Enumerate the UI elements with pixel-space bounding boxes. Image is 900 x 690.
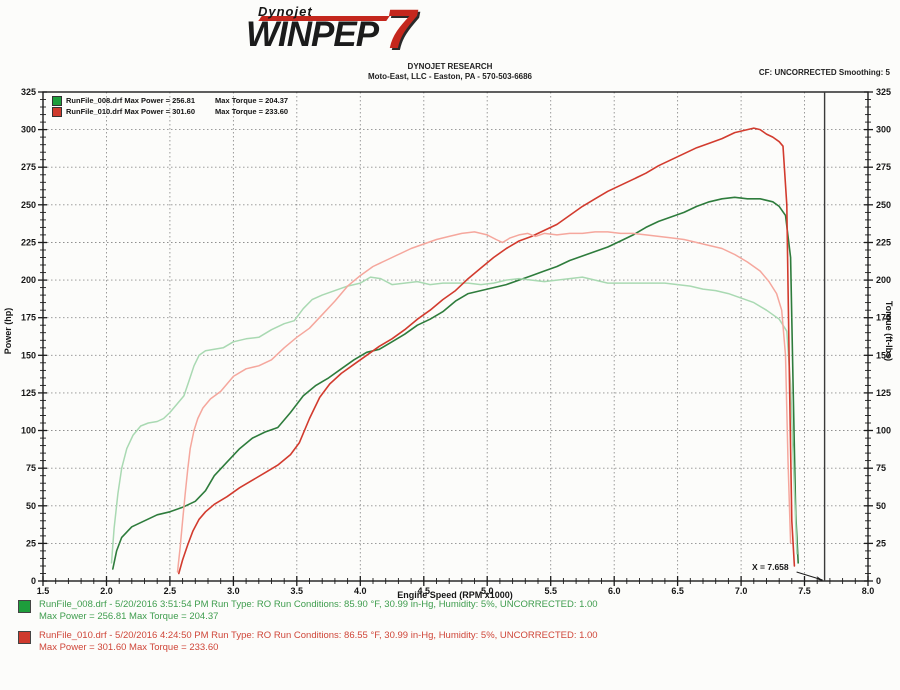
svg-text:275: 275 <box>876 162 891 172</box>
svg-text:150: 150 <box>21 350 36 360</box>
svg-text:25: 25 <box>876 538 886 548</box>
legend-row-runfile-010: RunFile_010.drf Max Power = 301.60 Max T… <box>52 106 288 117</box>
run-summary-010: RunFile_010.drf - 5/20/2016 4:24:50 PM R… <box>18 630 598 654</box>
y-axis-title-torque: Torque (ft-lbs) <box>884 300 894 362</box>
svg-text:5.0: 5.0 <box>481 586 494 596</box>
svg-text:4.5: 4.5 <box>418 586 431 596</box>
run-summary-008: RunFile_008.drf - 5/20/2016 3:51:54 PM R… <box>18 599 598 623</box>
shop-address: Moto-East, LLC - Easton, PA - 570-503-66… <box>367 72 533 81</box>
winpep-wordmark: WINPEP <box>246 15 379 54</box>
svg-text:225: 225 <box>21 238 36 248</box>
legend-swatch-red <box>52 106 62 117</box>
svg-text:100: 100 <box>21 426 36 436</box>
dynojet-brand-text: Dynojet <box>258 4 313 19</box>
winpep-logo: Dynojet WINPEP 7 <box>246 0 436 60</box>
svg-text:5.5: 5.5 <box>544 586 557 596</box>
svg-text:200: 200 <box>21 275 36 285</box>
svg-text:175: 175 <box>21 313 36 323</box>
svg-text:50: 50 <box>26 501 36 511</box>
svg-text:150: 150 <box>876 350 891 360</box>
svg-text:50: 50 <box>876 501 886 511</box>
svg-text:0: 0 <box>876 576 881 586</box>
run-008-info-line: RunFile_008.drf - 5/20/2016 3:51:54 PM R… <box>39 599 598 610</box>
svg-text:275: 275 <box>21 162 36 172</box>
legend-row-runfile-008: RunFile_008.drf Max Power = 256.81 Max T… <box>52 95 288 106</box>
svg-text:300: 300 <box>21 125 36 135</box>
svg-text:25: 25 <box>26 538 36 548</box>
svg-text:225: 225 <box>876 238 891 248</box>
svg-text:125: 125 <box>21 388 36 398</box>
svg-text:0: 0 <box>31 576 36 586</box>
svg-text:75: 75 <box>876 463 886 473</box>
svg-text:3.0: 3.0 <box>227 586 240 596</box>
run-008-color-swatch <box>18 600 31 613</box>
legend-label: RunFile_010.drf Max Power = 301.60 <box>66 107 196 116</box>
svg-text:325: 325 <box>876 87 891 97</box>
svg-text:7.0: 7.0 <box>735 586 748 596</box>
svg-text:2.5: 2.5 <box>164 586 177 596</box>
x-axis-title: Engine Speed (RPM x1000) <box>397 590 513 600</box>
y-axis-title-power: Power (hp) <box>3 307 13 355</box>
svg-text:1.5: 1.5 <box>37 586 50 596</box>
svg-text:6.0: 6.0 <box>608 586 621 596</box>
svg-text:125: 125 <box>876 388 891 398</box>
svg-text:6.5: 6.5 <box>671 586 684 596</box>
legend-torque: Max Torque = 204.37 <box>215 96 289 105</box>
shop-name: DYNOJET RESEARCH <box>407 62 493 71</box>
svg-text:2.0: 2.0 <box>100 586 113 596</box>
svg-text:250: 250 <box>876 200 891 210</box>
run-010-max-line: Max Power = 301.60 Max Torque = 233.60 <box>39 642 219 653</box>
svg-text:4.0: 4.0 <box>354 586 367 596</box>
run-008-max-line: Max Power = 256.81 Max Torque = 204.37 <box>39 611 219 622</box>
legend-torque: Max Torque = 233.60 <box>215 107 289 116</box>
correction-factor-text: CF: UNCORRECTED Smoothing: 5 <box>758 68 890 77</box>
svg-text:325: 325 <box>21 87 36 97</box>
winpep-version-7: 7 <box>385 0 417 60</box>
legend-swatch-green <box>52 95 62 106</box>
svg-text:8.0: 8.0 <box>862 586 875 596</box>
svg-text:250: 250 <box>21 200 36 210</box>
svg-text:75: 75 <box>26 463 36 473</box>
chart-legend: RunFile_008.drf Max Power = 256.81 Max T… <box>52 95 288 117</box>
cursor-x-readout[interactable]: X = 7.658 <box>752 562 789 572</box>
legend-label: RunFile_008.drf Max Power = 256.81 <box>66 96 196 105</box>
svg-text:100: 100 <box>876 426 891 436</box>
svg-text:200: 200 <box>876 275 891 285</box>
svg-text:300: 300 <box>876 125 891 135</box>
svg-text:3.5: 3.5 <box>291 586 304 596</box>
svg-text:7.5: 7.5 <box>798 586 811 596</box>
run-010-info-line: RunFile_010.drf - 5/20/2016 4:24:50 PM R… <box>39 630 598 641</box>
header: Dynojet WINPEP 7 <box>246 0 452 60</box>
run-010-color-swatch <box>18 631 31 644</box>
shop-info: DYNOJET RESEARCH Moto-East, LLC - Easton… <box>0 62 900 82</box>
svg-text:175: 175 <box>876 313 891 323</box>
